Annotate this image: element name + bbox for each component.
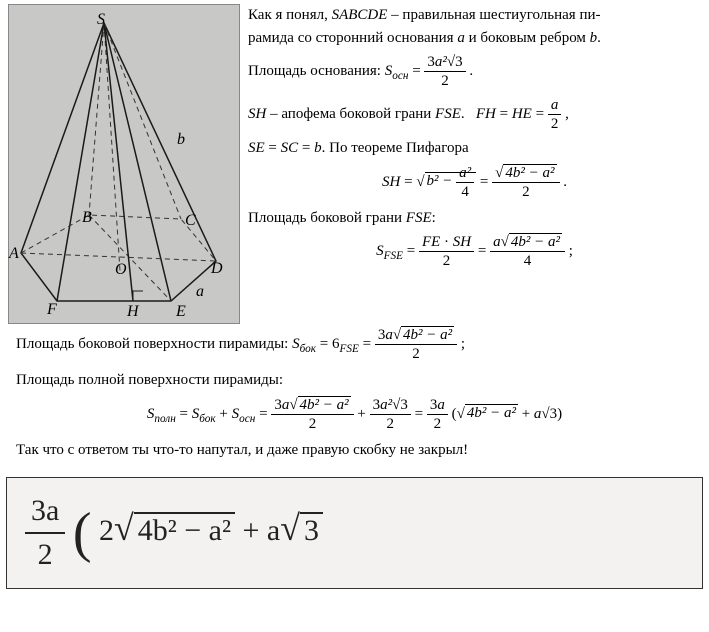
pythagoras-line: SE = SC = b. По теореме Пифагора [248,137,701,160]
vertex-label-D: D [211,260,223,278]
vertex-label-O: O [115,261,127,279]
vertex-label-A: A [9,245,19,263]
full-surface-label: Площадь полной поверхности пирамиды: [16,369,693,392]
solution-text: Как я понял, SABCDE – правильная шестиуг… [248,4,701,276]
edge-label-b: b [177,131,185,149]
vertex-label-B: B [82,209,92,227]
sfse-formula: SFSE = FE · SH2 = a√4b² − a²4 ; [248,233,701,270]
vertex-label-E: E [176,303,186,321]
vertex-label-F: F [47,301,57,319]
below-text: Площадь боковой поверхности пирамиды: Sб… [8,326,701,469]
vertex-label-S: S [97,11,105,29]
sh-formula: SH = √b² − a²4 = √4b² − a²2 . [248,164,701,201]
edge-label-a: a [196,283,204,301]
lateral-face-label: Площадь боковой грани FSE: [248,207,701,230]
intro-paragraph: Как я понял, SABCDE – правильная шестиуг… [248,4,701,49]
vertex-label-H: H [127,303,139,321]
vertex-label-C: C [185,212,196,230]
full-surface-formula: Sполн = Sбок + Sосн = 3a√4b² − a²2 + 3a²… [16,396,693,433]
handwritten-answer: 3a2 ( 2√4b² − a² + a√3 [6,477,703,589]
closing-remark: Так что с ответом ты что-то напутал, и д… [16,439,693,462]
pyramid-figure: S B C A D O F H E a b [8,4,240,324]
apothem-paragraph: SH – апофема боковой грани FSE. FH = HE … [248,96,701,133]
base-area-formula: Площадь основания: Sосн = 3a²√32 . [248,53,701,90]
lateral-surface-formula: Площадь боковой поверхности пирамиды: Sб… [16,326,693,363]
